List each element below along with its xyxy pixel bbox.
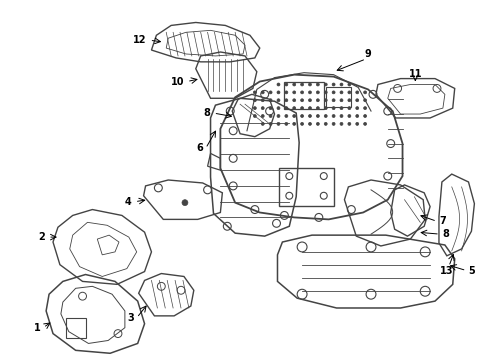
Circle shape [324, 99, 327, 102]
Circle shape [340, 83, 343, 86]
Circle shape [285, 91, 288, 94]
Circle shape [309, 122, 312, 125]
Circle shape [277, 99, 280, 102]
Circle shape [340, 114, 343, 117]
Text: 9: 9 [365, 49, 371, 59]
Circle shape [293, 114, 295, 117]
Circle shape [324, 83, 327, 86]
Text: 2: 2 [38, 232, 45, 242]
Circle shape [269, 107, 272, 109]
Text: 11: 11 [409, 69, 422, 79]
Circle shape [332, 83, 335, 86]
Circle shape [269, 114, 272, 117]
Circle shape [317, 114, 319, 117]
Circle shape [261, 99, 264, 102]
Circle shape [317, 91, 319, 94]
Circle shape [364, 99, 367, 102]
Circle shape [253, 107, 256, 109]
Circle shape [261, 107, 264, 109]
Circle shape [301, 91, 304, 94]
Circle shape [364, 114, 367, 117]
Circle shape [277, 91, 280, 94]
Circle shape [253, 91, 256, 94]
Circle shape [340, 91, 343, 94]
Circle shape [324, 107, 327, 109]
Text: 4: 4 [125, 197, 132, 207]
Text: 8: 8 [442, 229, 449, 239]
Text: 3: 3 [127, 313, 134, 323]
Circle shape [348, 91, 351, 94]
Circle shape [309, 99, 312, 102]
Circle shape [332, 122, 335, 125]
Circle shape [309, 83, 312, 86]
Circle shape [269, 99, 272, 102]
Text: 6: 6 [196, 144, 203, 153]
Circle shape [261, 122, 264, 125]
Circle shape [269, 91, 272, 94]
Circle shape [253, 114, 256, 117]
Circle shape [317, 107, 319, 109]
Circle shape [332, 91, 335, 94]
Circle shape [285, 83, 288, 86]
Circle shape [324, 114, 327, 117]
Circle shape [301, 114, 304, 117]
Circle shape [340, 122, 343, 125]
Text: 1: 1 [33, 323, 40, 333]
Circle shape [182, 200, 188, 206]
Circle shape [253, 99, 256, 102]
Circle shape [301, 107, 304, 109]
Circle shape [309, 114, 312, 117]
Circle shape [317, 122, 319, 125]
Circle shape [332, 99, 335, 102]
Circle shape [356, 99, 359, 102]
Circle shape [301, 99, 304, 102]
Circle shape [356, 107, 359, 109]
Circle shape [261, 91, 264, 94]
Circle shape [332, 114, 335, 117]
Circle shape [293, 83, 295, 86]
Circle shape [356, 122, 359, 125]
Circle shape [277, 114, 280, 117]
Circle shape [285, 99, 288, 102]
Circle shape [285, 114, 288, 117]
Circle shape [277, 107, 280, 109]
Circle shape [364, 91, 367, 94]
Circle shape [285, 122, 288, 125]
Circle shape [301, 83, 304, 86]
Text: 7: 7 [439, 216, 446, 226]
Circle shape [277, 122, 280, 125]
Circle shape [293, 107, 295, 109]
Circle shape [348, 83, 351, 86]
Circle shape [324, 91, 327, 94]
Circle shape [293, 91, 295, 94]
Circle shape [356, 114, 359, 117]
Circle shape [324, 122, 327, 125]
Text: 8: 8 [204, 108, 211, 118]
Text: 13: 13 [440, 266, 454, 276]
Circle shape [340, 99, 343, 102]
Circle shape [261, 114, 264, 117]
Circle shape [348, 107, 351, 109]
Circle shape [348, 122, 351, 125]
Circle shape [332, 107, 335, 109]
Text: 10: 10 [171, 77, 184, 86]
Circle shape [348, 99, 351, 102]
Circle shape [293, 122, 295, 125]
Circle shape [269, 122, 272, 125]
Circle shape [301, 122, 304, 125]
Text: 5: 5 [468, 266, 475, 276]
Circle shape [364, 107, 367, 109]
Circle shape [340, 107, 343, 109]
Circle shape [293, 99, 295, 102]
Circle shape [317, 83, 319, 86]
Circle shape [317, 99, 319, 102]
Circle shape [364, 122, 367, 125]
Circle shape [309, 107, 312, 109]
Circle shape [348, 114, 351, 117]
Circle shape [309, 91, 312, 94]
Circle shape [277, 83, 280, 86]
Circle shape [285, 107, 288, 109]
Circle shape [356, 91, 359, 94]
Text: 12: 12 [133, 35, 147, 45]
